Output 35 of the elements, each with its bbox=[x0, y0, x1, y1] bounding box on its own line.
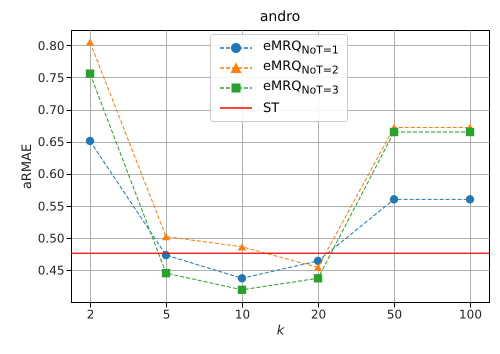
point bbox=[466, 128, 474, 136]
x-tick-label: 10 bbox=[234, 308, 250, 322]
legend-label: ST bbox=[263, 100, 280, 116]
point bbox=[86, 38, 94, 46]
point bbox=[390, 128, 398, 136]
point bbox=[390, 195, 398, 204]
y-tick-label: 0.75 bbox=[38, 70, 64, 85]
y-tick-label: 0.65 bbox=[38, 135, 64, 150]
x-axis-title: k bbox=[276, 324, 285, 338]
point bbox=[162, 232, 170, 240]
legend-label: eMRQ$_{NoT=3}$ bbox=[263, 79, 339, 97]
point bbox=[466, 195, 474, 204]
y-tick-label: 0.50 bbox=[38, 231, 64, 246]
x-tick-label: 20 bbox=[310, 308, 326, 322]
x-tick-label: 100 bbox=[459, 308, 482, 322]
legend-label: eMRQ$_{NoT=2}$ bbox=[263, 59, 339, 77]
legend-label: eMRQ$_{NoT=1}$ bbox=[263, 39, 339, 57]
point bbox=[238, 243, 246, 250]
point bbox=[162, 268, 170, 278]
point bbox=[238, 274, 246, 282]
point bbox=[238, 286, 246, 294]
chart-title: andro bbox=[260, 9, 300, 25]
x-tick-label: 50 bbox=[386, 308, 402, 322]
x-tick-label: 2 bbox=[86, 308, 94, 322]
point bbox=[314, 274, 322, 282]
y-tick-label: 0.70 bbox=[38, 103, 64, 118]
y-tick-label: 0.80 bbox=[38, 38, 64, 53]
point bbox=[314, 264, 322, 271]
point bbox=[86, 136, 94, 146]
y-tick-label: 0.55 bbox=[38, 199, 64, 214]
y-tick-label: 0.45 bbox=[38, 263, 64, 278]
y-tick-label: 0.60 bbox=[38, 167, 64, 182]
x-tick-label: 5 bbox=[162, 308, 170, 322]
y-axis-title: aRMAE bbox=[20, 144, 35, 190]
point bbox=[86, 69, 94, 78]
